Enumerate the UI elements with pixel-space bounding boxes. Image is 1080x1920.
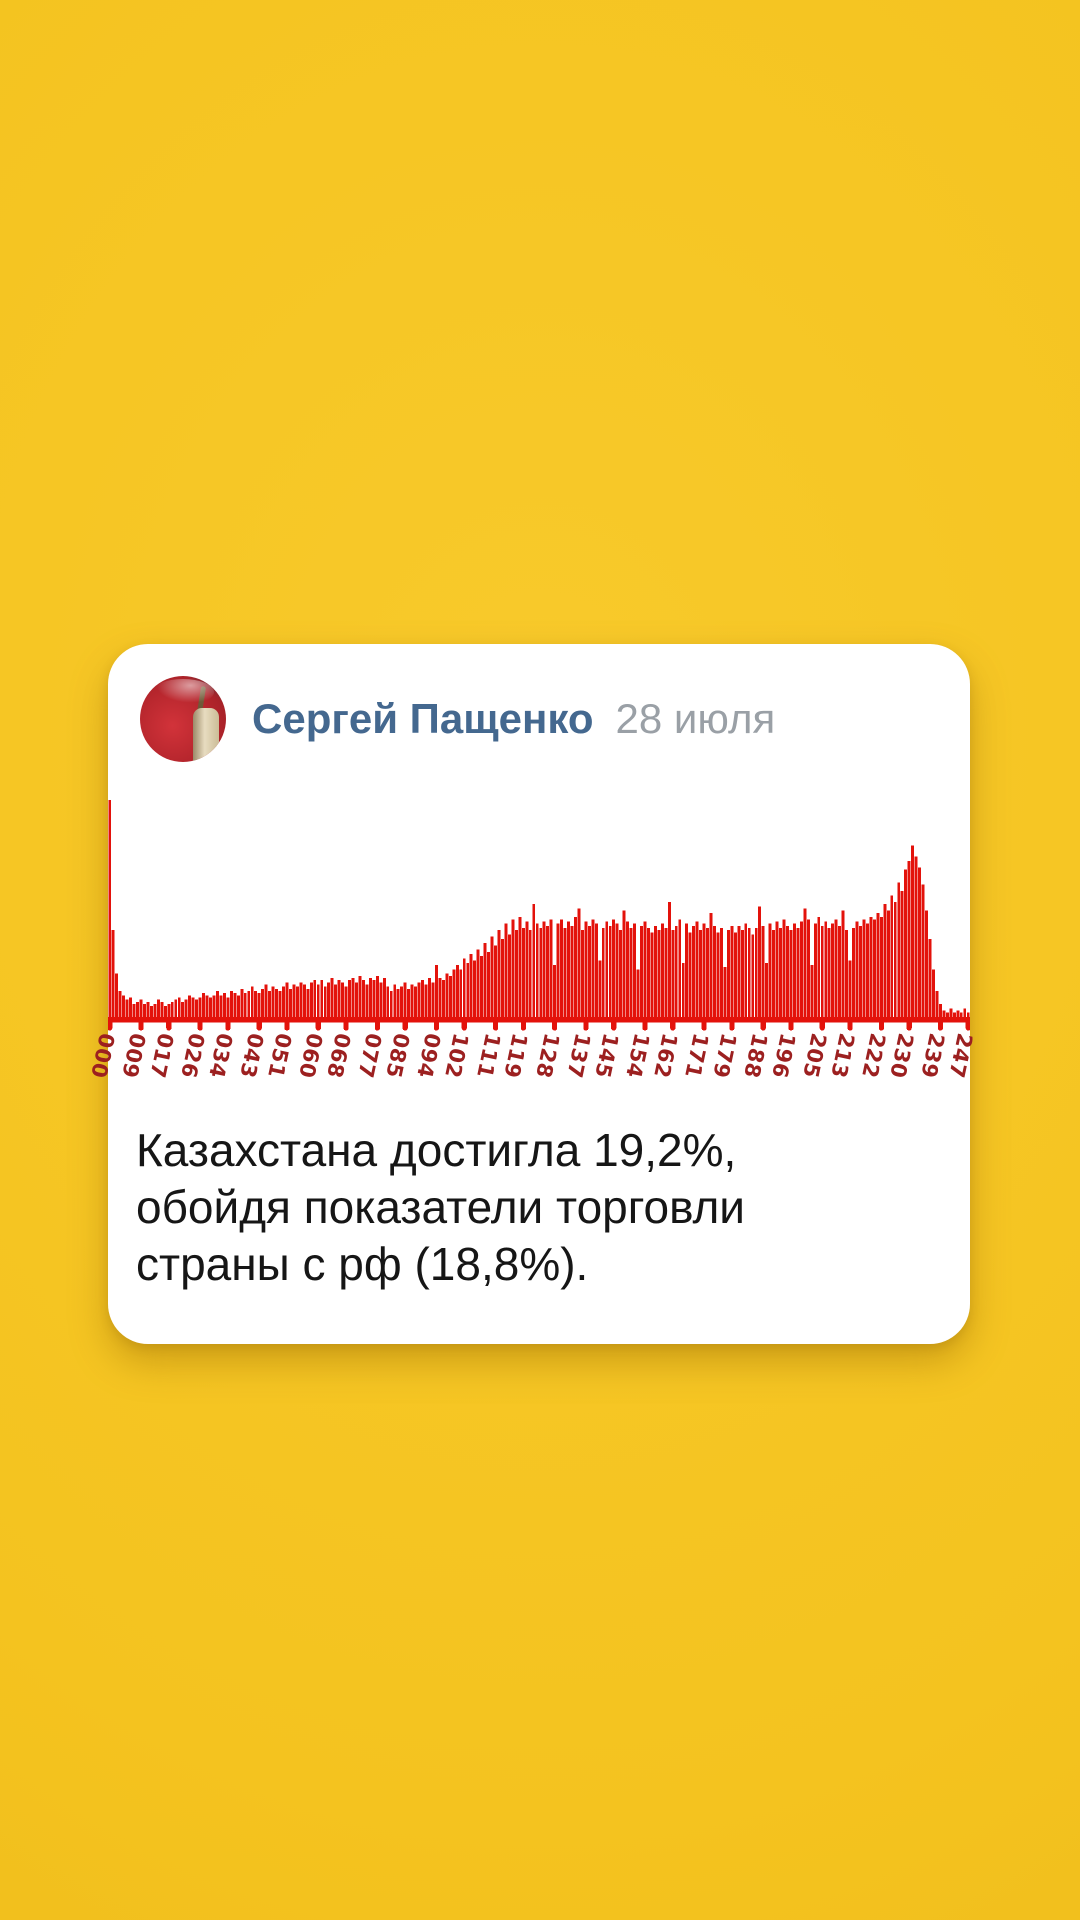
x-axis-labels: 000 009 017 026 034 043 051 060 068 077 085 094 102 1…: [86, 1031, 977, 1136]
post-text-line: обойдя показатели торговли: [136, 1181, 746, 1233]
avatar-photo-highlight: [152, 679, 214, 706]
post-date[interactable]: 28 июля: [615, 695, 776, 742]
avatar[interactable]: [140, 676, 226, 762]
avatar-photo-vase: [193, 707, 220, 762]
histogram-chart: [108, 796, 970, 1046]
post-header: Сергей Пащенко 28 июля: [140, 676, 938, 762]
post-text-line: страны с рф (18,8%).: [136, 1238, 589, 1290]
post-card: Сергей Пащенко 28 июля 000 009 017 026 034 04…: [86, 644, 977, 1344]
post-text: Казахстана достигла 19,2%, обойдя показа…: [136, 1122, 940, 1293]
author-name[interactable]: Сергей Пащенко: [252, 695, 594, 742]
post-text-line: Казахстана достигла 19,2%,: [136, 1124, 737, 1176]
histogram-svg: [108, 800, 970, 1031]
